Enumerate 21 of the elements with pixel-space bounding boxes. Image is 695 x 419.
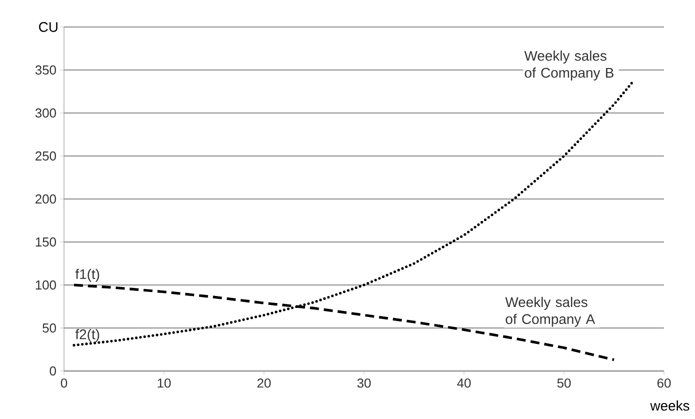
- y-tick-label: 200: [36, 194, 56, 204]
- x-tick-label: 40: [457, 378, 471, 388]
- x-tick-label: 0: [60, 378, 68, 388]
- y-tick-label: 50: [42, 323, 56, 333]
- x-tick-label: 20: [257, 378, 271, 388]
- x-tick-label: 50: [557, 378, 571, 388]
- y-tick-label: 250: [36, 151, 56, 161]
- y-tick-label: 0: [50, 366, 56, 376]
- y-axis-title: CU: [39, 22, 58, 32]
- annotation: f2(t): [75, 329, 100, 342]
- x-tick-label: 60: [657, 378, 671, 388]
- series-label: Weekly sales of Company A: [505, 296, 596, 327]
- y-tick-label: 150: [36, 237, 56, 247]
- y-tick-label: 100: [36, 280, 56, 290]
- x-tick-label: 30: [357, 378, 371, 388]
- series-label: Weekly sales of Company B: [524, 50, 614, 80]
- x-tick-label: 10: [158, 378, 171, 388]
- y-tick-label: 300: [35, 108, 56, 118]
- x-axis-title: weeks: [650, 400, 690, 411]
- annotation: f1(t): [75, 268, 100, 282]
- y-tick-label: 350: [35, 65, 56, 75]
